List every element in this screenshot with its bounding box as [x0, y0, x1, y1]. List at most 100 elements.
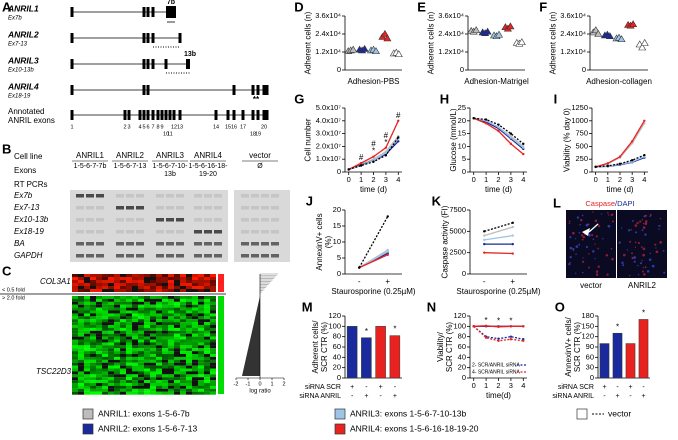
y-axis-label: SCR CTR (%)	[445, 322, 454, 373]
condition-mark: -	[603, 393, 606, 400]
heatmap-cell	[102, 325, 108, 328]
heatmap-cell	[126, 359, 132, 363]
point-marker	[372, 155, 375, 158]
heatmap-cell	[198, 322, 204, 326]
heatmap-cell	[78, 345, 84, 349]
heatmap-cell	[72, 322, 78, 326]
heatmap-cell	[162, 377, 168, 381]
heatmap-cell	[114, 362, 120, 366]
bar	[346, 326, 358, 379]
panel-letter: I	[554, 91, 558, 106]
heatmap-cell	[150, 348, 156, 352]
heatmap-cell	[84, 319, 90, 323]
heatmap-cell	[72, 307, 78, 311]
heatmap-cell	[120, 377, 126, 381]
heatmap-cell	[186, 365, 192, 369]
point-marker	[386, 215, 389, 218]
heatmap-cell	[156, 336, 162, 340]
heatmap-cell	[126, 368, 132, 372]
panel-letter: A	[2, 0, 12, 14]
heatmap-cell	[210, 280, 216, 283]
heatmap-cell	[174, 316, 180, 320]
heatmap-cell	[168, 371, 174, 375]
heatmap-cell	[138, 383, 144, 386]
y-tick-label: 10	[458, 141, 466, 150]
cell-dot	[581, 271, 584, 274]
heatmap-cell	[132, 377, 138, 381]
heatmap-cell	[186, 354, 192, 357]
heatmap-cell	[78, 327, 84, 331]
point-marker	[359, 161, 363, 165]
gel-band	[76, 254, 84, 258]
heatmap-cell	[174, 383, 180, 386]
heatmap-cell	[168, 319, 174, 323]
heatmap-cell	[198, 383, 204, 386]
legend-label: ANRIL1: exons 1-5-6-7b	[98, 408, 190, 418]
heatmap-cell	[168, 330, 174, 334]
data-line	[473, 117, 524, 150]
heatmap-cell	[78, 377, 84, 381]
y-tick-label: 10	[333, 237, 341, 246]
heatmap-cell	[138, 307, 144, 311]
data-point	[383, 34, 392, 42]
heatmap-cell	[168, 310, 174, 314]
heatmap-cell	[96, 342, 102, 346]
heatmap-cell	[132, 298, 138, 302]
panel-letter: C	[2, 263, 12, 278]
heatmap-cell	[138, 277, 144, 280]
y-tick-label: 0	[337, 269, 341, 278]
point-marker	[497, 123, 500, 126]
gel-row-label: BA	[14, 239, 25, 248]
heatmap-cell	[168, 283, 174, 286]
heatmap-cell	[210, 322, 216, 326]
heatmap-cell	[192, 274, 198, 277]
heatmap-cell	[90, 385, 96, 389]
heatmap-cell	[210, 333, 216, 337]
heatmap-cell	[90, 342, 96, 346]
exon-set: Ø	[257, 163, 263, 170]
heatmap-cell	[132, 325, 138, 328]
cell-dot	[641, 218, 644, 221]
heatmap-cell	[204, 385, 210, 389]
heatmap-cell	[150, 339, 156, 343]
panel-letter: O	[555, 299, 565, 314]
heatmap-cell	[186, 310, 192, 314]
panel-letter: L	[553, 195, 561, 210]
heatmap-cell	[138, 298, 144, 302]
heatmap-cell	[114, 325, 120, 328]
heatmap-cell	[144, 319, 150, 323]
exon-number: 9	[160, 124, 163, 130]
heatmap-cell	[120, 277, 126, 280]
heatmap-cell	[126, 348, 132, 352]
point-marker	[522, 152, 525, 156]
heatmap-cell	[114, 307, 120, 311]
heatmap-cell	[108, 313, 114, 317]
heatmap-cell	[162, 330, 168, 334]
panel-letter: G	[294, 91, 304, 106]
gel-band	[204, 218, 212, 222]
heatmap-cell	[192, 383, 198, 386]
x-axis-label: Adhesion-PBS	[347, 77, 399, 86]
heatmap-cell	[198, 304, 204, 308]
heatmap-cell	[138, 296, 144, 299]
heatmap-cell	[198, 296, 204, 299]
exon-number: 18	[250, 131, 256, 137]
heatmap-cell	[102, 391, 108, 395]
heatmap-cell	[108, 354, 114, 357]
heatmap-cell	[138, 354, 144, 357]
heatmap-cell	[162, 327, 168, 331]
cell-line-name: ANRIL2	[116, 151, 145, 160]
heatmap-cell	[96, 327, 102, 331]
heatmap-cell	[192, 286, 198, 289]
heatmap-cell	[84, 313, 90, 317]
heatmap-cell	[132, 280, 138, 283]
heatmap-cell	[108, 336, 114, 340]
heatmap-cell	[186, 277, 192, 280]
y-axis-label: Caspase activity (FI)	[441, 205, 450, 278]
heatmap-cell	[150, 380, 156, 384]
heatmap-cell	[102, 388, 108, 392]
heatmap-cell	[126, 283, 132, 286]
heatmap-cell	[198, 283, 204, 286]
bar	[625, 343, 636, 379]
scale-tick-label: 0	[258, 381, 261, 387]
